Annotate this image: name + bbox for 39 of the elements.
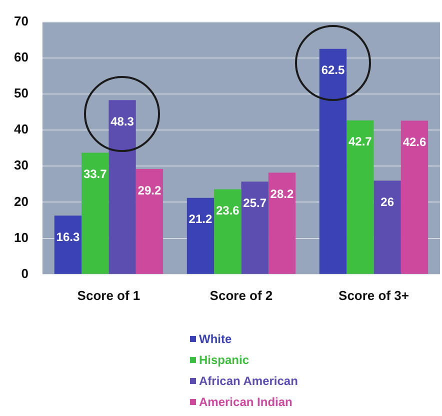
bar bbox=[319, 48, 347, 274]
bar bbox=[214, 189, 242, 274]
bar bbox=[108, 100, 136, 274]
data-label: 28.2 bbox=[270, 186, 294, 201]
x-tick-label: Score of 2 bbox=[210, 288, 273, 303]
bar bbox=[400, 120, 428, 274]
bar bbox=[136, 169, 164, 274]
bar bbox=[82, 152, 109, 274]
data-label: 48.3 bbox=[110, 114, 134, 128]
y-tick-label: 30 bbox=[14, 158, 28, 173]
bar bbox=[374, 180, 401, 274]
y-tick-label: 0 bbox=[21, 266, 28, 281]
legend-label: African American bbox=[199, 374, 298, 388]
data-label: 33.7 bbox=[83, 167, 108, 182]
legend-label: American Indian bbox=[199, 394, 292, 408]
y-tick-label: 60 bbox=[14, 49, 28, 64]
x-tick-label: Score of 3+ bbox=[338, 288, 410, 303]
y-tick-label: 70 bbox=[14, 13, 28, 28]
y-tick-label: 50 bbox=[14, 86, 28, 101]
data-label: 23.6 bbox=[216, 204, 240, 218]
bar bbox=[346, 120, 374, 274]
legend-label: Hispanic bbox=[199, 352, 250, 366]
bar bbox=[186, 198, 214, 274]
data-label: 16.3 bbox=[56, 230, 80, 244]
y-tick-label: 40 bbox=[14, 122, 28, 137]
y-tick-label: 10 bbox=[14, 230, 28, 245]
data-label: 42.7 bbox=[348, 134, 372, 149]
bar bbox=[241, 182, 268, 274]
bar bbox=[54, 216, 82, 274]
data-label: 26 bbox=[380, 194, 394, 209]
data-label: 62.5 bbox=[321, 63, 345, 78]
data-label: 42.6 bbox=[402, 134, 426, 149]
legend-label: White bbox=[199, 332, 232, 346]
y-tick-label: 20 bbox=[14, 194, 28, 209]
data-label: 21.2 bbox=[188, 212, 212, 226]
bar bbox=[268, 172, 296, 274]
x-tick-label: Score of 1 bbox=[77, 288, 140, 303]
data-label: 29.2 bbox=[138, 183, 162, 198]
data-label: 25.7 bbox=[243, 196, 267, 210]
